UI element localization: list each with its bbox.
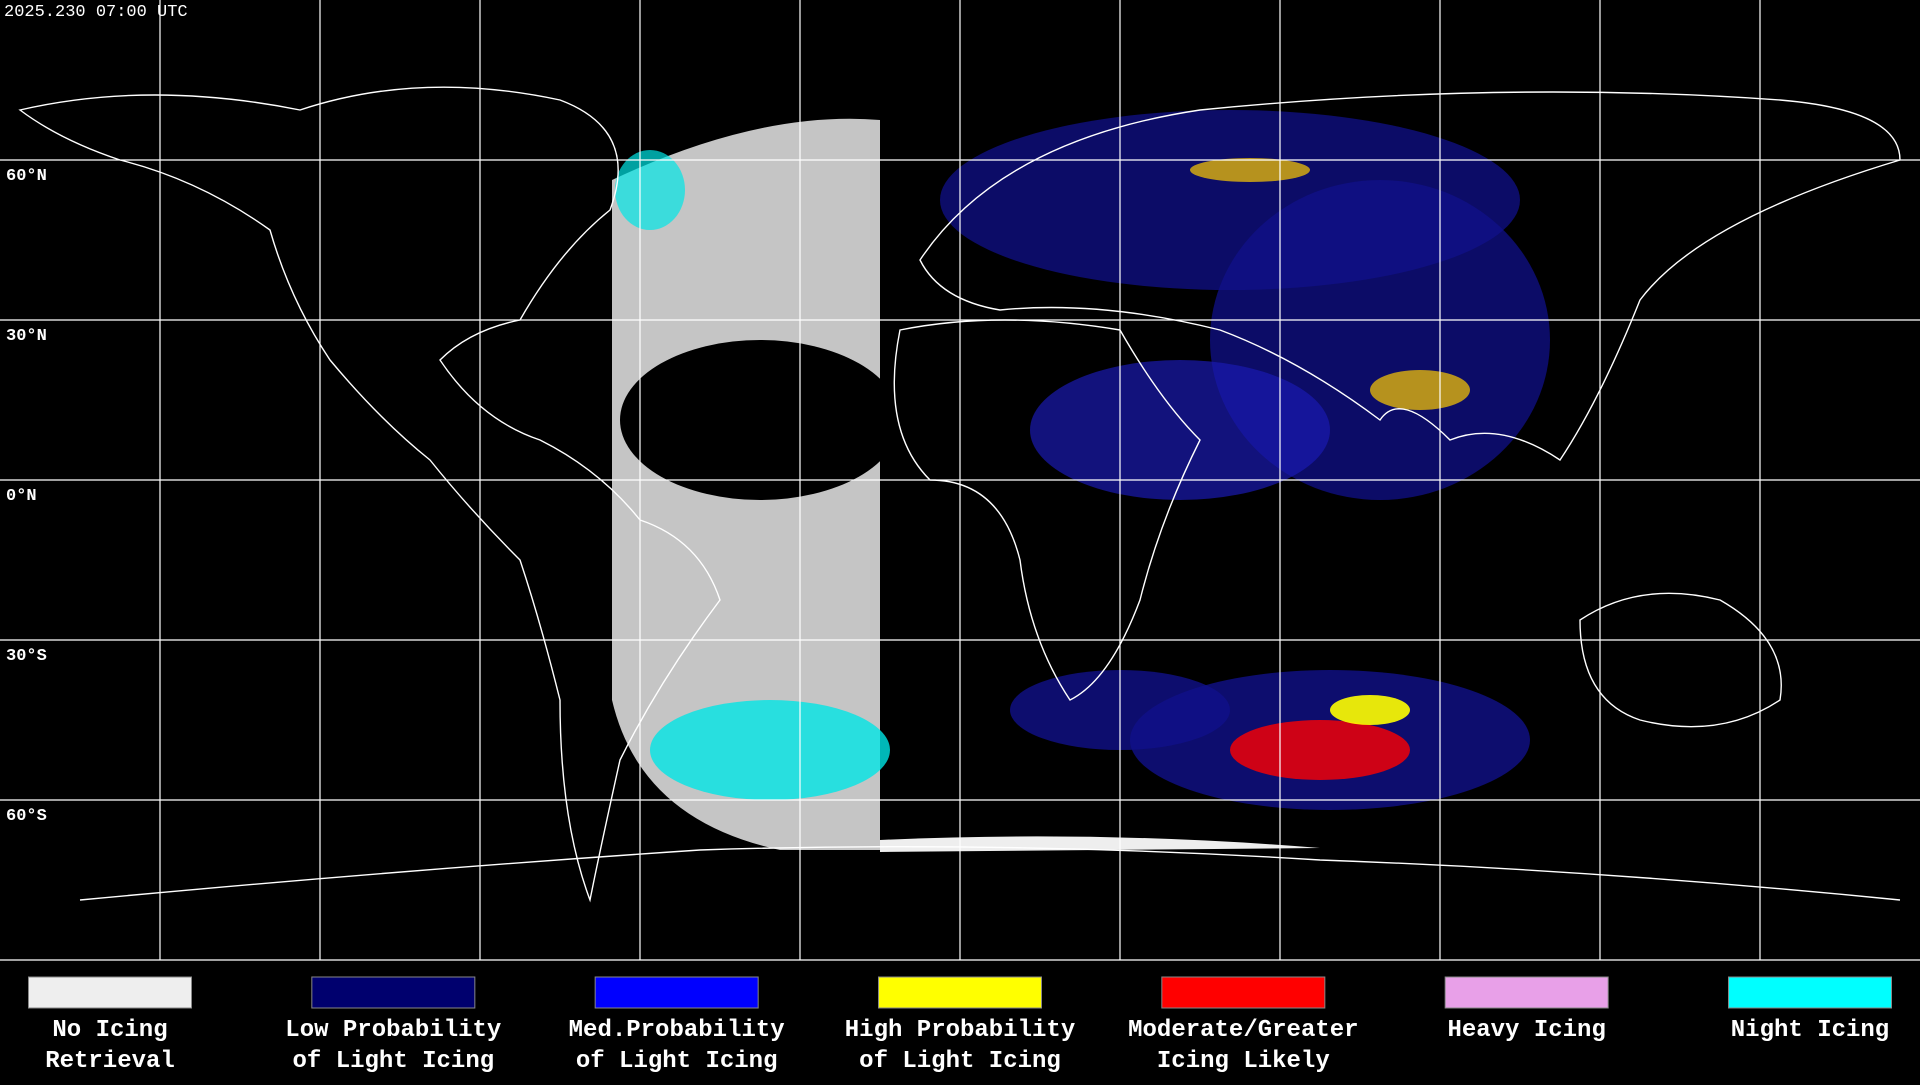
clear-area — [620, 340, 900, 500]
legend: No Icing Retrieval Low Probability of Light… — [28, 976, 1892, 1075]
lat-label: 60°N — [6, 167, 47, 186]
australia — [1579, 592, 1782, 728]
legend-label: of Light Icing — [859, 1048, 1061, 1075]
legend-label: Moderate/Greater — [1128, 1017, 1358, 1044]
legend-label: Heavy Icing — [1447, 1017, 1605, 1044]
legend-swatch — [311, 976, 476, 1009]
legend-swatch — [594, 976, 759, 1009]
legend-swatch — [878, 976, 1042, 1009]
moderate-icing-area — [1230, 720, 1410, 780]
americas — [18, 86, 721, 903]
high-icing-area — [1330, 695, 1410, 725]
eurasia — [919, 91, 1901, 461]
night-icing-area — [650, 700, 890, 800]
no-icing-area — [880, 836, 1320, 852]
high-icing-area — [1190, 158, 1310, 182]
legend-swatch — [1728, 976, 1892, 1009]
lat-label: 0°N — [6, 487, 37, 506]
med-icing-area — [1030, 360, 1330, 500]
antarctica — [79, 845, 1901, 901]
legend-swatch — [1444, 976, 1609, 1009]
legend-swatch — [28, 976, 192, 1009]
legend-label: Low Probability — [285, 1017, 501, 1044]
legend-label: of Light Icing — [293, 1048, 495, 1075]
lat-label: 30°N — [6, 327, 47, 346]
graticule — [0, 0, 1920, 961]
lat-label: 30°S — [6, 647, 47, 666]
legend-swatch — [1161, 976, 1326, 1009]
legend-label: Icing Likely — [1157, 1048, 1330, 1075]
imagery — [612, 110, 1550, 852]
timestamp: 2025.230 07:00 UTC — [4, 3, 188, 22]
lat-labels: 60°N 30°N 0°N 30°S 60°S — [6, 167, 47, 826]
legend-label: Retrieval — [45, 1048, 175, 1075]
legend-label: High Probability — [845, 1017, 1075, 1044]
legend-label: of Light Icing — [576, 1048, 778, 1075]
lat-label: 60°S — [6, 807, 47, 826]
legend-label: Med.Probability — [569, 1017, 785, 1044]
coastlines — [18, 86, 1901, 903]
high-icing-area — [1370, 370, 1470, 410]
legend-label: Night Icing — [1731, 1017, 1889, 1044]
night-icing-area — [615, 150, 685, 230]
legend-label: No Icing — [52, 1017, 167, 1044]
